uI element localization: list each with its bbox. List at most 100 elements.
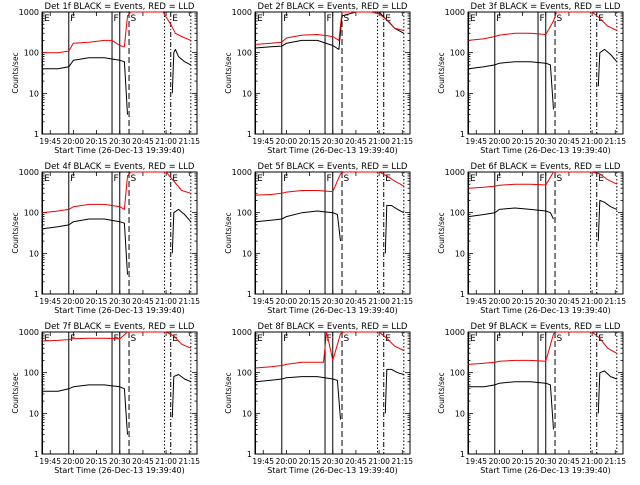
y-tick-label: 10	[242, 409, 252, 418]
time-marker-label: E	[598, 334, 604, 344]
x-tick-label: 19:45	[39, 137, 61, 146]
series-line-events	[597, 199, 617, 242]
y-axis-label: Counts/sec	[11, 52, 20, 93]
time-marker-label: E	[172, 334, 178, 344]
time-marker-label: S	[131, 14, 137, 24]
time-marker-label: E	[172, 14, 178, 24]
x-tick-label: 20:30	[322, 297, 344, 306]
x-tick-label: 20:00	[63, 137, 85, 146]
y-axis-label: Counts/sec	[11, 372, 20, 413]
y-tick-label: 1	[460, 290, 465, 299]
x-tick-label: 20:45	[132, 137, 154, 146]
y-axis-label: Counts/sec	[224, 52, 233, 93]
time-marker-label: E	[172, 174, 178, 184]
series-line-events	[468, 61, 554, 110]
chart-title: Det 2f BLACK = Events, RED = LLD	[258, 2, 408, 12]
series-line-events	[171, 48, 192, 94]
x-tick-label: 21:00	[368, 137, 390, 146]
y-axis-label: Counts/sec	[437, 212, 446, 253]
series-line-events	[171, 374, 191, 418]
time-marker-label: F	[496, 174, 501, 184]
x-tick-label: 20:30	[109, 297, 131, 306]
y-tick-label: 10	[455, 409, 465, 418]
y-tick-label: 100	[237, 209, 252, 218]
time-marker-label: S	[557, 334, 563, 344]
x-tick-label: 20:15	[299, 457, 321, 466]
x-axis-label: Start Time (26-Dec-13 19:39:40)	[267, 146, 398, 155]
x-tick-label: 20:30	[322, 137, 344, 146]
chart-panel-2: Det 2f BLACK = Events, RED = LLD 1 10 100 10…	[224, 2, 413, 155]
x-axis-label: Start Time (26-Dec-13 19:39:40)	[267, 466, 398, 475]
y-tick-label: 10	[29, 89, 39, 98]
x-tick-label: 19:45	[252, 137, 274, 146]
y-tick-label: 1	[247, 290, 252, 299]
x-tick-label: 20:30	[535, 457, 557, 466]
x-tick-label: 19:45	[252, 297, 274, 306]
y-axis-label: Counts/sec	[437, 52, 446, 93]
y-tick-label: 1000	[232, 168, 252, 177]
time-marker-label: S	[344, 14, 350, 24]
y-tick-label: 1	[460, 130, 465, 139]
y-tick-label: 1000	[19, 8, 39, 17]
chart-title: Det 5f BLACK = Events, RED = LLD	[258, 162, 408, 172]
x-tick-label: 20:15	[299, 297, 321, 306]
y-tick-label: 100	[24, 49, 39, 58]
x-axis-label: Start Time (26-Dec-13 19:39:40)	[480, 466, 611, 475]
y-tick-label: 1	[34, 130, 39, 139]
time-marker-label: E	[470, 334, 476, 344]
series-line-events	[597, 48, 618, 87]
x-tick-label: 20:45	[132, 297, 154, 306]
series-line-lld	[255, 11, 404, 45]
series-line-events	[171, 208, 192, 254]
chart-title: Det 6f BLACK = Events, RED = LLD	[471, 162, 621, 172]
x-tick-label: 20:45	[345, 137, 367, 146]
x-tick-label: 20:15	[86, 137, 108, 146]
time-marker-label: S	[131, 334, 137, 344]
series-line-events	[468, 207, 554, 220]
y-tick-label: 10	[242, 249, 252, 258]
series-line-events	[42, 384, 128, 435]
time-marker-label: E	[257, 14, 263, 24]
chart-title: Det 1f BLACK = Events, RED = LLD	[45, 2, 195, 12]
x-tick-label: 21:15	[178, 137, 200, 146]
series-line-lld	[468, 11, 618, 41]
x-tick-label: 20:00	[489, 137, 511, 146]
time-marker-label: E	[385, 14, 391, 24]
chart-title: Det 7f BLACK = Events, RED = LLD	[45, 322, 195, 332]
time-marker-label: E	[257, 334, 263, 344]
chart-panel-1: Det 1f BLACK = Events, RED = LLD 1 10 100 10…	[11, 2, 200, 155]
x-axis-label: Start Time (26-Dec-13 19:39:40)	[54, 146, 185, 155]
y-tick-label: 10	[455, 249, 465, 258]
series-line-events	[42, 218, 128, 275]
time-marker-label: F	[496, 334, 501, 344]
x-tick-label: 19:45	[465, 137, 487, 146]
y-tick-label: 1	[34, 290, 39, 299]
y-tick-label: 10	[29, 249, 39, 258]
x-tick-label: 20:45	[558, 137, 580, 146]
x-tick-label: 20:00	[489, 457, 511, 466]
y-tick-label: 10	[242, 89, 252, 98]
x-axis-label: Start Time (26-Dec-13 19:39:40)	[54, 306, 185, 315]
y-tick-label: 1	[460, 450, 465, 459]
y-tick-label: 100	[24, 369, 39, 378]
x-tick-label: 21:00	[581, 457, 603, 466]
x-tick-label: 20:00	[63, 457, 85, 466]
time-marker-label: F	[283, 334, 288, 344]
x-tick-label: 21:15	[604, 137, 626, 146]
time-marker-label: S	[344, 334, 350, 344]
series-line-events	[255, 376, 341, 420]
x-tick-label: 19:45	[465, 297, 487, 306]
x-tick-label: 20:30	[535, 297, 557, 306]
x-tick-label: 21:15	[178, 457, 200, 466]
y-tick-label: 100	[450, 209, 465, 218]
y-tick-label: 1000	[19, 328, 39, 337]
series-line-events	[597, 370, 617, 414]
y-tick-label: 1	[247, 450, 252, 459]
x-tick-label: 20:00	[276, 137, 298, 146]
y-axis-label: Counts/sec	[11, 212, 20, 253]
series-line-events	[255, 210, 341, 242]
chart-panel-4: Det 4f BLACK = Events, RED = LLD 1 10 100 10…	[11, 162, 200, 315]
chart-title: Det 3f BLACK = Events, RED = LLD	[471, 2, 621, 12]
